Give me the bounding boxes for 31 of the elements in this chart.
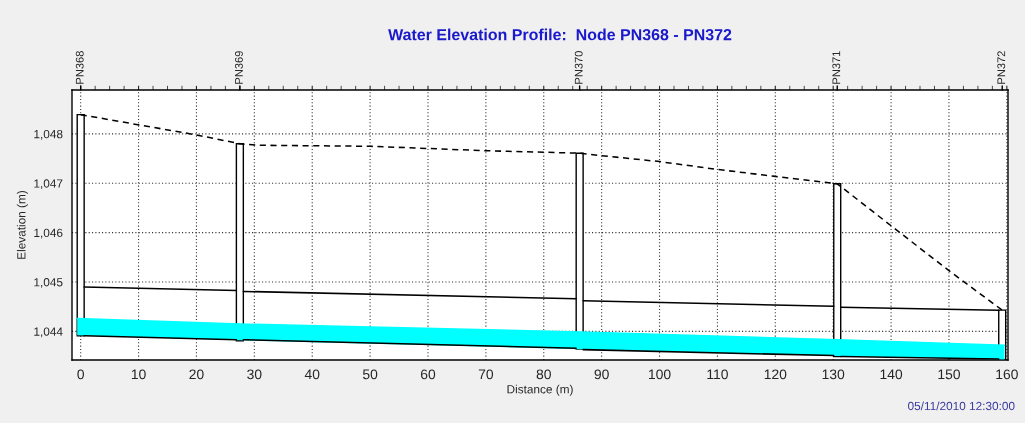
x-tick-label: 80 — [536, 369, 551, 380]
x-tick-label: 100 — [649, 369, 671, 380]
y-tick-label: 1,044 — [34, 327, 63, 338]
x-tick-label: 150 — [938, 369, 960, 380]
x-tick-label: 140 — [880, 369, 903, 380]
annotation: PN372 — [997, 51, 1006, 84]
x-tick-label: 160 — [996, 369, 1018, 380]
x-tick-label: 60 — [420, 369, 436, 380]
x-tick-label: 90 — [594, 369, 609, 380]
x-tick-label: 30 — [247, 369, 262, 380]
x-tick-label: 110 — [707, 369, 728, 380]
x-tick-label: 10 — [131, 369, 146, 380]
annotation: PN370 — [574, 51, 583, 84]
y-tick-label: 1,048 — [34, 129, 63, 140]
text: 05/11/2010 12:30:00 — [908, 401, 1015, 411]
y-axis-title: Elevation (m) — [16, 190, 28, 259]
annotation: PN369 — [234, 51, 243, 84]
x-tick-label: 130 — [822, 369, 845, 380]
x-tick-label: 50 — [362, 369, 378, 380]
y-tick-label: 1,046 — [34, 228, 63, 239]
y-tick-label: 1,047 — [34, 179, 63, 190]
x-axis-title: Distance (m) — [507, 384, 573, 396]
x-tick-label: 20 — [189, 369, 204, 380]
x-tick-label: 70 — [478, 369, 494, 380]
x-tick-label: 120 — [764, 369, 787, 380]
x-tick-label: 0 — [77, 369, 84, 380]
annotation: PN371 — [832, 51, 841, 84]
chart-title: Water Elevation Profile: Node PN368 - PN372 — [388, 28, 732, 41]
x-tick-label: 40 — [304, 369, 320, 380]
y-tick-label: 1,045 — [34, 278, 63, 288]
annotation: PN368 — [75, 51, 84, 84]
